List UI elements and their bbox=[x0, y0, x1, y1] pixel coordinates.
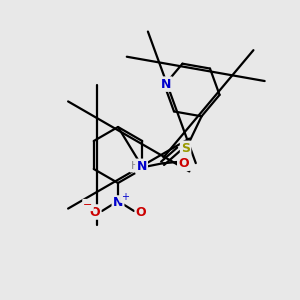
Text: N: N bbox=[161, 78, 172, 91]
Text: H: H bbox=[130, 161, 139, 171]
Text: S: S bbox=[181, 142, 190, 155]
Text: −: − bbox=[83, 200, 93, 210]
Text: N: N bbox=[113, 196, 123, 209]
Text: O: O bbox=[136, 206, 146, 218]
Text: O: O bbox=[178, 157, 189, 170]
Text: N: N bbox=[136, 160, 147, 173]
Text: +: + bbox=[121, 192, 129, 202]
Text: O: O bbox=[90, 206, 100, 218]
